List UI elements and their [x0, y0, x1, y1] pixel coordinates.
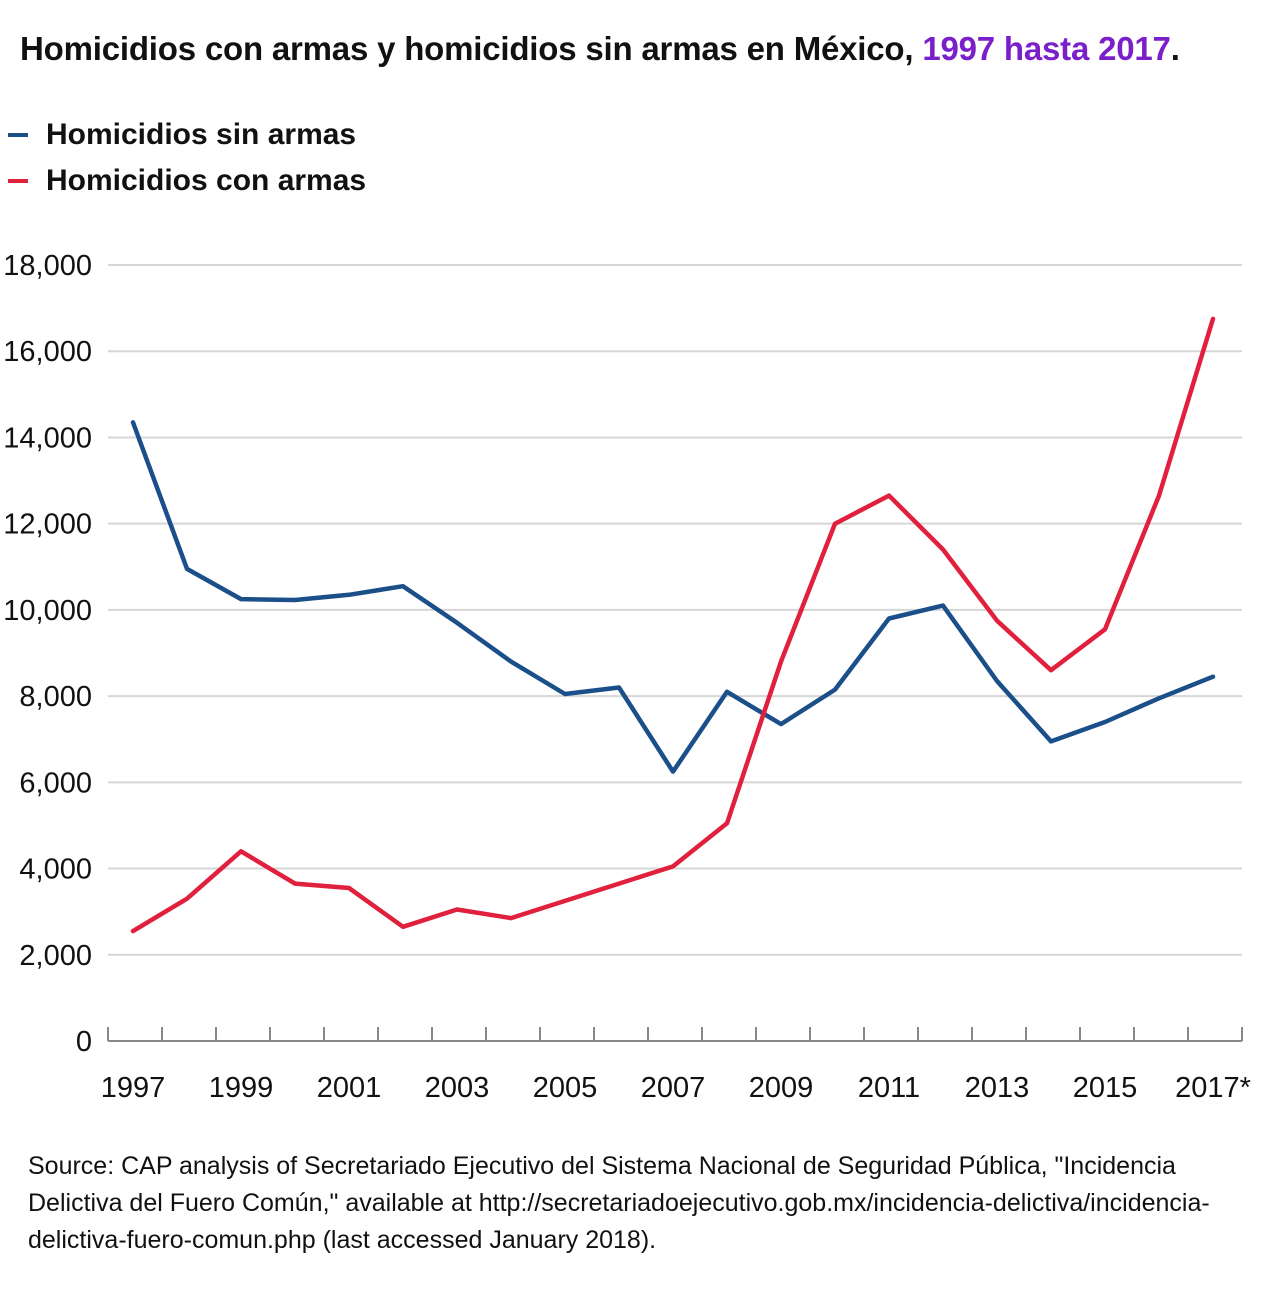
x-tick-label: 2015: [1073, 1072, 1138, 1104]
y-tick-label: 6,000: [19, 767, 92, 799]
series-line-sin-armas: [130, 420, 1216, 774]
y-tick-label: 8,000: [19, 681, 92, 713]
chart-legend: Homicidios sin armas Homicidios con arma…: [8, 112, 366, 204]
y-tick-label: 16,000: [3, 336, 92, 368]
y-tick-label: 14,000: [3, 422, 92, 454]
x-tick-label: 2003: [425, 1072, 490, 1104]
legend-swatch-con-armas: [8, 179, 28, 183]
line-chart: 0 2,000 4,000 6,000 8,000 10,000 12,000 14,000 1…: [3, 250, 1251, 1104]
y-tick-label: 18,000: [3, 250, 92, 282]
title-highlight: 1997 hasta 2017: [922, 30, 1171, 67]
legend-item-con-armas: Homicidios con armas: [8, 158, 366, 204]
x-tick-label: 2001: [317, 1072, 382, 1104]
x-tick-label: 1997: [101, 1072, 166, 1104]
title-main: Homicidios con armas y homicidios sin ar…: [20, 30, 923, 67]
legend-swatch-sin-armas: [8, 133, 28, 137]
legend-item-sin-armas: Homicidios sin armas: [8, 112, 366, 158]
x-tick-label: 2017*: [1175, 1072, 1251, 1104]
x-tick-label: 2005: [533, 1072, 598, 1104]
x-tick-label: 2009: [749, 1072, 814, 1104]
x-tick-label: 2011: [858, 1072, 920, 1104]
y-tick-label: 2,000: [19, 940, 92, 972]
x-tick-label: 1999: [209, 1072, 274, 1104]
y-tick-label: 0: [76, 1026, 92, 1058]
legend-label-sin-armas: Homicidios sin armas: [46, 118, 357, 151]
x-tick-label: 2007: [641, 1072, 706, 1104]
y-tick-label: 12,000: [3, 509, 92, 541]
y-tick-label: 4,000: [19, 854, 92, 886]
source-note: Source: CAP analysis of Secretariado Eje…: [28, 1152, 1210, 1254]
series-line-con-armas: [130, 316, 1216, 934]
chart-title: Homicidios con armas y homicidios sin ar…: [20, 30, 1180, 68]
legend-label-con-armas: Homicidios con armas: [46, 164, 367, 197]
title-end: .: [1170, 30, 1180, 67]
x-tick-label: 2013: [965, 1072, 1030, 1104]
y-tick-label: 10,000: [3, 595, 92, 627]
